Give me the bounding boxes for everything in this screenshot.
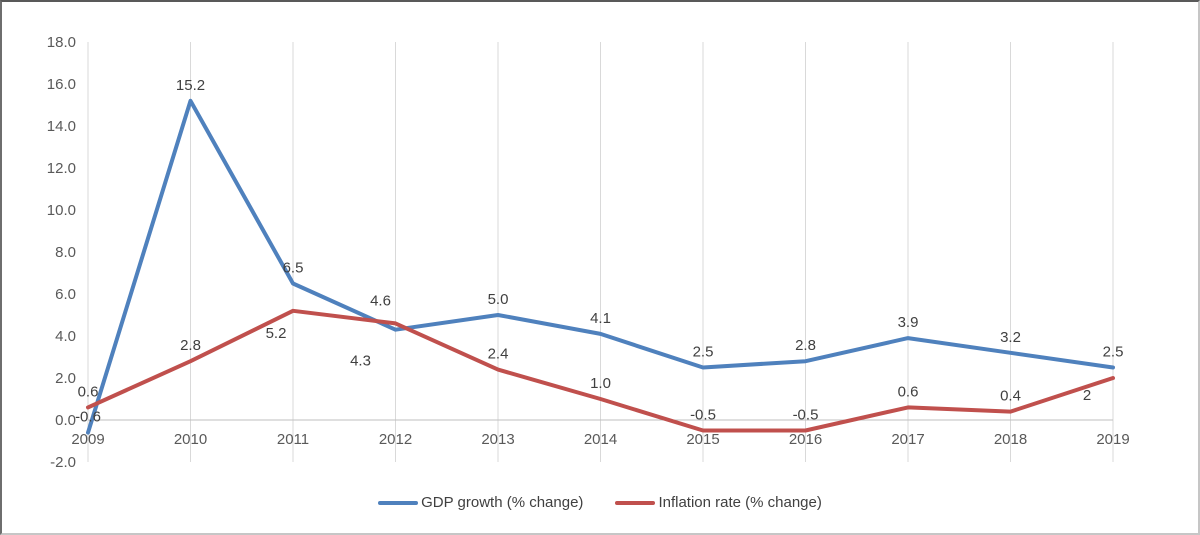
x-axis-tick-label: 2017 xyxy=(891,431,924,448)
inflation-rate-data-label: 0.6 xyxy=(898,383,919,400)
inflation-rate-data-label: 4.6 xyxy=(370,292,391,309)
gdp-growth-data-label: 6.5 xyxy=(283,260,304,277)
x-axis-tick-label: 2014 xyxy=(584,431,617,448)
chart-legend: GDP growth (% change) Inflation rate (% … xyxy=(2,494,1198,511)
x-axis-tick-label: 2009 xyxy=(71,431,104,448)
x-axis-tick-label: 2015 xyxy=(686,431,719,448)
inflation-rate-data-label: 2.8 xyxy=(180,337,201,354)
y-axis-tick-label: 14.0 xyxy=(47,118,76,135)
inflation-rate-data-label: -0.5 xyxy=(690,407,716,424)
gdp-growth-legend-label: GDP growth (% change) xyxy=(421,494,584,511)
x-axis-tick-label: 2010 xyxy=(174,431,207,448)
inflation-rate-data-label: 1.0 xyxy=(590,375,611,392)
y-axis-tick-label: 18.0 xyxy=(47,34,76,51)
y-axis-tick-label: 10.0 xyxy=(47,202,76,219)
inflation-rate-line xyxy=(86,308,1115,433)
gdp-growth-legend-swatch-icon xyxy=(378,500,419,505)
legend-item-gdp-growth: GDP growth (% change) xyxy=(378,494,583,511)
inflation-rate-data-label: 0.6 xyxy=(78,383,99,400)
y-axis-tick-label: 0.0 xyxy=(55,412,76,429)
y-axis-tick-label: 4.0 xyxy=(55,328,76,345)
line-chart-plot: 18.0 16.0 14.0 12.0 10.0 8.0 6.0 4.0 2.0 0.0 -2.0 2… xyxy=(47,34,1130,471)
x-axis-tick-label: 2019 xyxy=(1096,431,1129,448)
gdp-growth-data-label: 3.2 xyxy=(1000,329,1021,346)
gdp-growth-data-label: 2.5 xyxy=(693,344,714,361)
inflation-rate-data-label: 2 xyxy=(1083,387,1091,404)
gdp-growth-data-label: -0.6 xyxy=(75,409,101,426)
gdp-growth-data-label: 4.3 xyxy=(350,353,371,370)
y-axis-tick-label: 6.0 xyxy=(55,286,76,303)
gdp-growth-line xyxy=(86,98,1115,435)
y-axis-tick-label: 2.0 xyxy=(55,370,76,387)
gdp-growth-data-label: 4.1 xyxy=(590,310,611,327)
gdp-growth-data-label: 2.8 xyxy=(795,337,816,354)
gdp-growth-data-label: 2.5 xyxy=(1103,344,1124,361)
gdp-growth-data-label: 15.2 xyxy=(176,77,205,94)
x-axis-tick-label: 2011 xyxy=(277,431,309,448)
y-axis-tick-label: 8.0 xyxy=(55,244,76,261)
x-axis-tick-label: 2013 xyxy=(481,431,514,448)
gdp-growth-data-label: 3.9 xyxy=(898,314,919,331)
x-axis-tick-label: 2012 xyxy=(379,431,412,448)
inflation-rate-data-label: 0.4 xyxy=(1000,388,1021,405)
legend-item-inflation-rate: Inflation rate (% change) xyxy=(615,494,822,511)
gdp-growth-data-label: 5.0 xyxy=(488,291,509,308)
x-axis-tick-label: 2016 xyxy=(789,431,822,448)
inflation-rate-legend-label: Inflation rate (% change) xyxy=(658,494,822,511)
inflation-rate-legend-swatch-icon xyxy=(615,500,656,505)
x-axis-tick-label: 2018 xyxy=(994,431,1027,448)
y-axis-tick-label: 16.0 xyxy=(47,76,76,93)
inflation-rate-data-label: -0.5 xyxy=(793,407,819,424)
inflation-rate-data-label: 2.4 xyxy=(488,346,509,363)
inflation-rate-data-label: 5.2 xyxy=(266,325,287,342)
y-axis-tick-label: 12.0 xyxy=(47,160,76,177)
y-axis-tick-label: -2.0 xyxy=(50,454,76,471)
